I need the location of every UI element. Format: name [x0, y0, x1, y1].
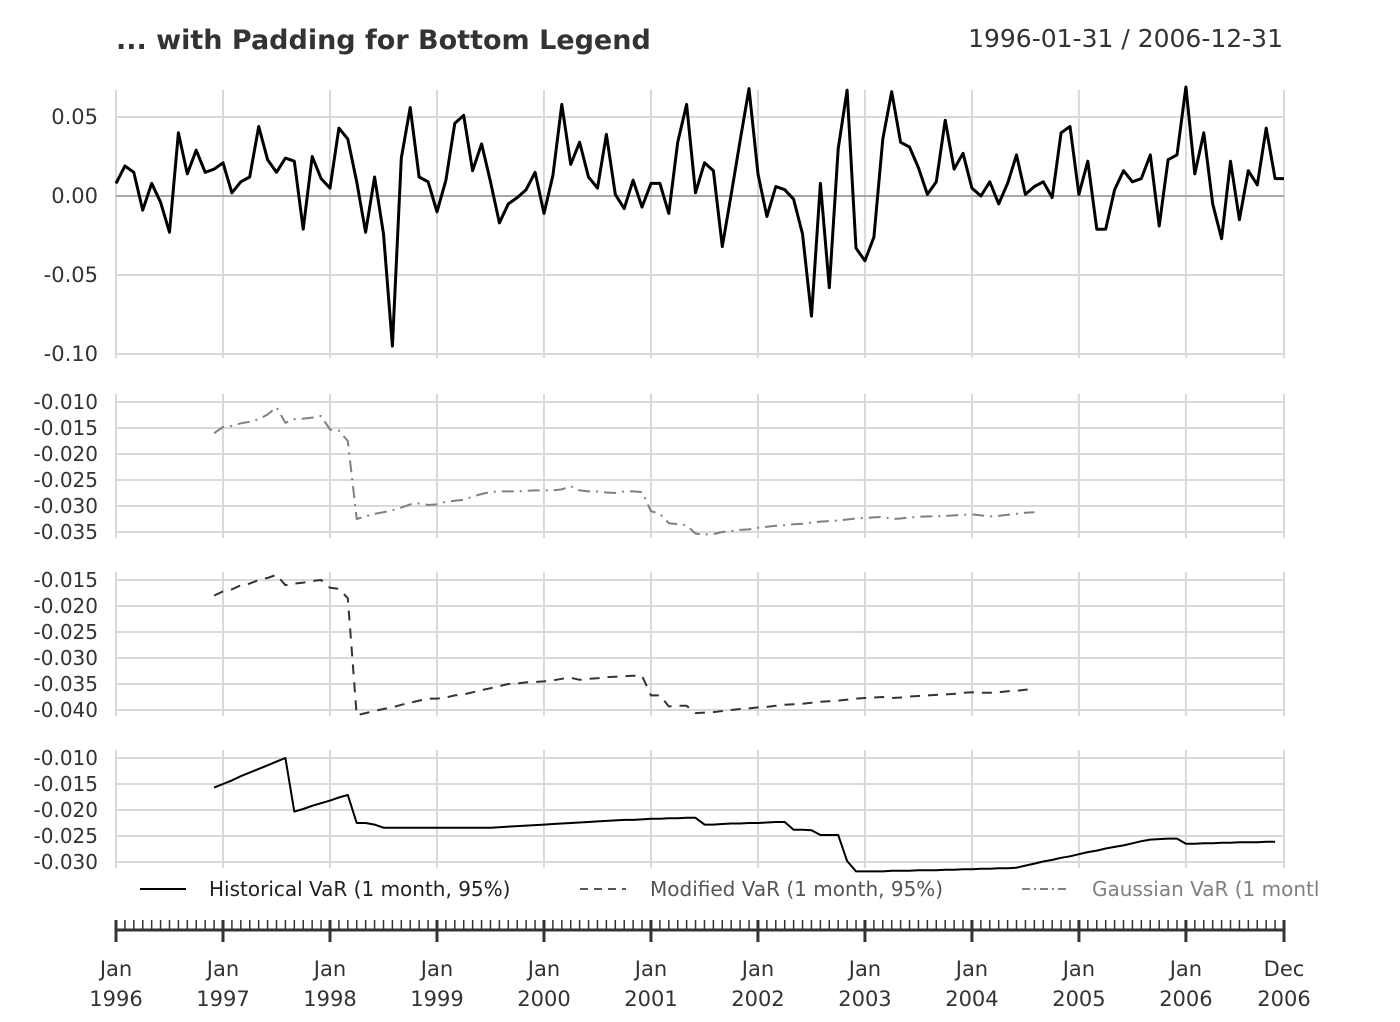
x-tick-month: Jan — [98, 957, 132, 981]
x-tick-year: 2000 — [517, 987, 570, 1011]
x-tick-month: Jan — [526, 957, 560, 981]
series-line — [114, 85, 1284, 348]
chart-title: ... with Padding for Bottom Legend — [116, 25, 651, 56]
x-tick-month: Jan — [954, 957, 988, 981]
x-tick-year: 2003 — [838, 987, 891, 1011]
y-tick-label: -0.015 — [34, 772, 98, 796]
y-tick-label: -0.05 — [44, 263, 98, 287]
y-tick-label: -0.035 — [34, 520, 98, 544]
y-tick-label: -0.025 — [34, 468, 98, 492]
series-line — [213, 757, 1276, 873]
x-tick-year: 2002 — [731, 987, 784, 1011]
x-tick-month: Dec — [1264, 957, 1305, 981]
series-line — [213, 406, 1035, 536]
y-tick-label: -0.010 — [34, 746, 98, 770]
legend-label: Gaussian VaR (1 montl — [1092, 877, 1319, 901]
y-tick-label: -0.035 — [34, 672, 98, 696]
y-tick-label: -0.025 — [34, 620, 98, 644]
y-tick-label: -0.010 — [34, 390, 98, 414]
returns-panel: 0.05 0.00 -0.05 -0.10 — [44, 85, 1285, 366]
x-tick-month: Jan — [419, 957, 453, 981]
historical-var-panel: -0.010-0.015-0.020-0.025-0.030 — [34, 746, 1285, 874]
modified-var-panel: -0.015-0.020-0.025-0.030-0.035-0.040 — [34, 568, 1285, 722]
y-tick-label: -0.030 — [34, 850, 98, 874]
x-tick-month: Jan — [205, 957, 239, 981]
x-tick-month: Jan — [633, 957, 667, 981]
x-tick-year: 2004 — [945, 987, 998, 1011]
x-tick-year: 1996 — [89, 987, 142, 1011]
x-axis: Jan 1996 Jan 1997 Jan 1998 Jan 1999 Jan 2000 Jan 20… — [89, 920, 1311, 1011]
x-tick-month: Jan — [740, 957, 774, 981]
x-tick-year: 1999 — [410, 987, 463, 1011]
y-tick-label: -0.030 — [34, 646, 98, 670]
y-tick-label: 0.05 — [51, 105, 98, 129]
x-tick-month: Jan — [312, 957, 346, 981]
legend-label: Historical VaR (1 month, 95%) — [209, 877, 510, 901]
x-tick-year: 1998 — [303, 987, 356, 1011]
y-tick-label: -0.020 — [34, 442, 98, 466]
series-line — [213, 573, 1035, 717]
x-tick-year: 2006 — [1159, 987, 1212, 1011]
x-tick-year: 2006 — [1257, 987, 1310, 1011]
y-tick-label: -0.020 — [34, 594, 98, 618]
y-tick-label: -0.015 — [34, 416, 98, 440]
date-range-label: 1996-01-31 / 2006-12-31 — [968, 24, 1283, 53]
y-tick-label: -0.025 — [34, 824, 98, 848]
y-tick-label: 0.00 — [51, 184, 98, 208]
y-tick-label: -0.020 — [34, 798, 98, 822]
x-tick-month: Jan — [847, 957, 881, 981]
x-tick-month: Jan — [1061, 957, 1095, 981]
y-tick-label: -0.030 — [34, 494, 98, 518]
legend: Historical VaR (1 month, 95%) Modified Va… — [140, 877, 1319, 901]
legend-label: Modified VaR (1 month, 95%) — [650, 877, 943, 901]
x-tick-year: 1997 — [196, 987, 249, 1011]
y-tick-label: -0.10 — [44, 342, 98, 366]
x-tick-year: 2005 — [1052, 987, 1105, 1011]
x-tick-month: Jan — [1168, 957, 1202, 981]
gaussian-var-panel: -0.010-0.015-0.020-0.025-0.030-0.035 — [34, 390, 1285, 544]
x-tick-year: 2001 — [624, 987, 677, 1011]
y-tick-label: -0.040 — [34, 698, 98, 722]
y-tick-label: -0.015 — [34, 568, 98, 592]
